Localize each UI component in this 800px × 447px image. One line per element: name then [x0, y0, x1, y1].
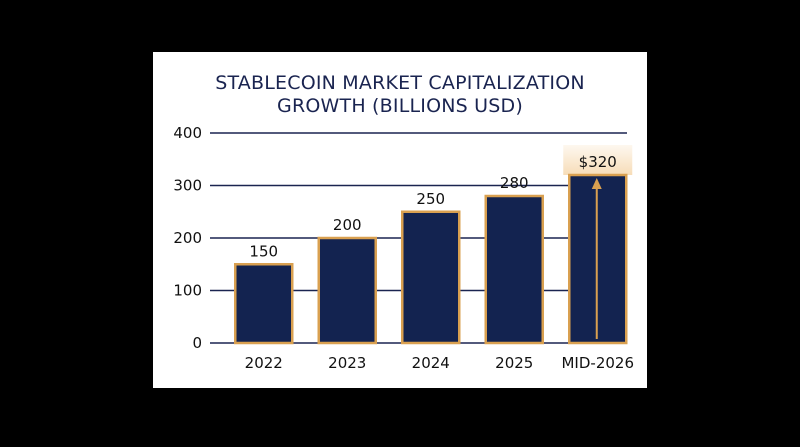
chart-card: STABLECOIN MARKET CAPITALIZATION GROWTH …: [153, 52, 647, 388]
y-tick-label: 200: [173, 229, 202, 247]
data-label: 150: [249, 242, 278, 260]
data-label: 250: [416, 190, 445, 208]
bar: [484, 194, 544, 345]
y-tick-label: 400: [173, 124, 202, 142]
chart-title-line-1: STABLECOIN MARKET CAPITALIZATION: [215, 72, 585, 94]
x-category-label: 2024: [412, 354, 450, 372]
x-category-label: MID-2026: [561, 354, 634, 372]
bar: [317, 236, 377, 345]
bar: [401, 210, 461, 345]
data-label: 280: [500, 174, 529, 192]
x-category-label: 2025: [495, 354, 533, 372]
bar-chart: 0 100 200 300 400 150 2022 200 2023 250 2024 280 202…: [173, 124, 634, 372]
growth-arrow-head: [591, 178, 602, 189]
y-tick-label: 300: [173, 177, 202, 195]
y-tick-label: 100: [173, 282, 202, 300]
chart-title-line-2: GROWTH (BILLIONS USD): [277, 95, 523, 117]
bar: [234, 263, 294, 345]
highlight-glow: [563, 145, 633, 175]
y-tick-label: 0: [192, 334, 202, 352]
x-category-label: 2022: [245, 354, 283, 372]
data-label: 200: [333, 216, 362, 234]
data-label: $320: [579, 153, 617, 171]
x-category-label: 2023: [328, 354, 366, 372]
